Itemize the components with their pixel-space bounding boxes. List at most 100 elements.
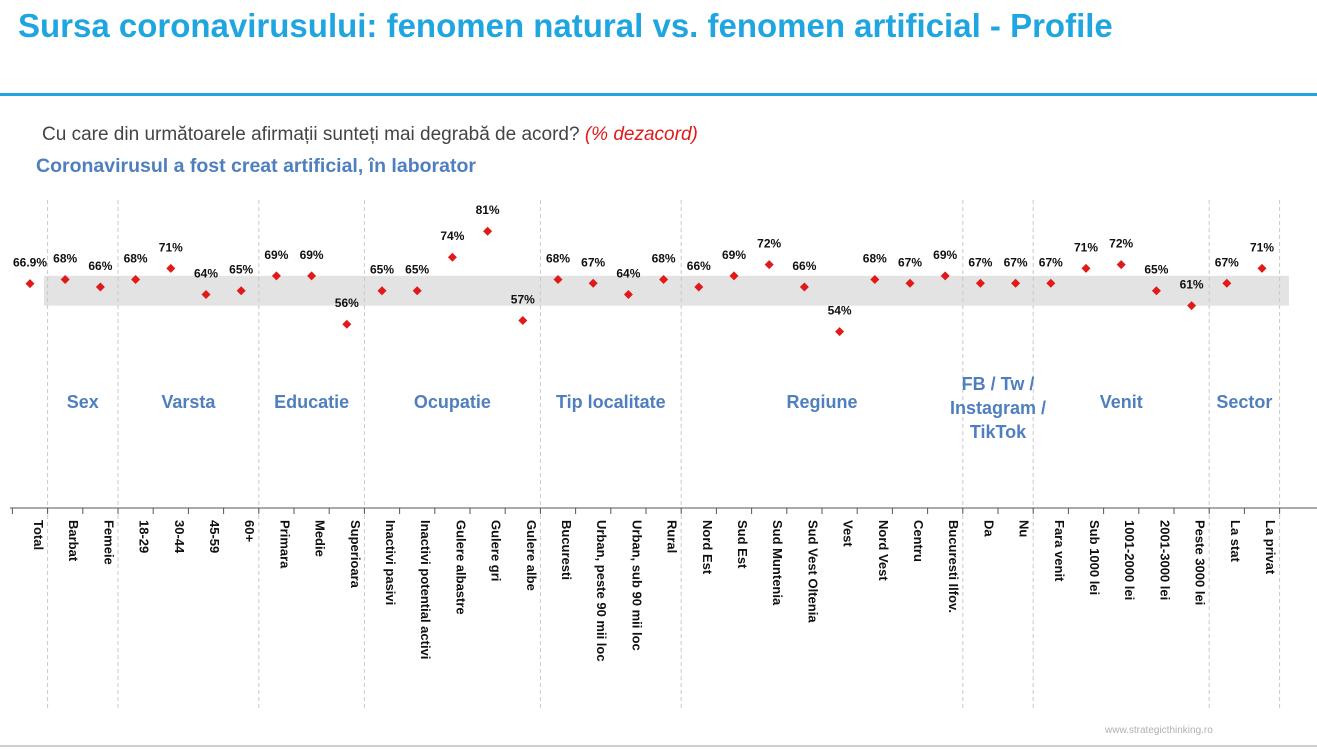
footer-rule [0, 745, 1317, 747]
category-label: Primara [277, 520, 292, 569]
data-point [623, 289, 633, 299]
data-label: 65% [405, 263, 429, 277]
category-label: Inactivi pasivi [383, 520, 398, 605]
category-label: Nord Vest [876, 520, 891, 581]
category-label: Gulere albastre [453, 520, 468, 615]
category-label: Urban, peste 90 mii loc [594, 520, 609, 662]
category-label: Fara venit [1052, 520, 1067, 582]
data-label: 64% [194, 266, 218, 280]
data-label: 66% [88, 259, 112, 273]
category-label: Sud Muntenia [770, 520, 785, 606]
question-text: Cu care din următoarele afirmații sunteț… [42, 124, 698, 146]
category-label: Total [31, 520, 46, 550]
data-point [905, 278, 915, 288]
data-point [447, 252, 457, 262]
data-label: 66.9% [13, 256, 47, 270]
data-label: 56% [335, 296, 359, 310]
title-underline [0, 93, 1317, 96]
category-label: Sud Est [735, 520, 750, 569]
data-label: 65% [229, 263, 253, 277]
group-label: Sex [67, 392, 99, 412]
data-label: 68% [53, 252, 77, 266]
data-label: 71% [1074, 240, 1098, 254]
category-label: Rural [665, 520, 680, 553]
data-point [201, 289, 211, 299]
category-label: Bucuresti [559, 520, 574, 580]
profile-chart: Sex Varsta Educatie Ocupatie Tip localitate R… [10, 200, 1317, 710]
data-label: 68% [124, 252, 148, 266]
category-label: Urban, sub 90 mii loc [629, 520, 644, 651]
question-label: Cu care din următoarele afirmații sunteț… [42, 124, 580, 145]
category-label: La stat [1228, 520, 1243, 563]
data-label: 65% [1144, 263, 1168, 277]
data-point [835, 327, 845, 337]
data-point [764, 260, 774, 270]
category-label: Sud Vest Oltenia [805, 520, 820, 623]
category-label: 60+ [242, 520, 257, 542]
data-label: 64% [616, 266, 640, 280]
category-label: Gulere gri [489, 520, 504, 581]
group-label: Regiune [786, 392, 857, 412]
data-point [307, 271, 317, 281]
data-label: 68% [546, 252, 570, 266]
data-point [870, 275, 880, 285]
data-label: 61% [1180, 278, 1204, 292]
data-point [729, 271, 739, 281]
data-label: 72% [757, 237, 781, 251]
data-label: 67% [968, 255, 992, 269]
page-title: Sursa coronavirusului: fenomen natural v… [18, 7, 1113, 44]
group-label: Educatie [274, 392, 349, 412]
category-label: Bucuresti Ilfov. [946, 520, 961, 613]
data-point [342, 319, 352, 329]
data-label: 81% [476, 203, 500, 217]
category-label: Centru [911, 520, 926, 562]
data-point [940, 271, 950, 281]
data-label: 66% [792, 259, 816, 273]
data-label: 69% [933, 248, 957, 262]
data-label: 72% [1109, 237, 1133, 251]
data-label: 69% [722, 248, 746, 262]
category-label: 2001-3000 lei [1157, 520, 1172, 600]
data-label: 71% [1250, 240, 1274, 254]
category-label: Femeie [101, 520, 116, 565]
data-label: 67% [1039, 255, 1063, 269]
group-label: FB / Tw / Instagram / TikTok [950, 374, 1046, 442]
category-label: Superioara [348, 520, 363, 589]
group-label: Tip localitate [556, 392, 666, 412]
data-label: 67% [898, 255, 922, 269]
category-label: Barbat [66, 520, 81, 562]
data-point [60, 275, 70, 285]
group-label: Sector [1216, 392, 1272, 412]
data-point [975, 278, 985, 288]
data-point [518, 315, 528, 325]
data-point [483, 226, 493, 236]
category-label: Gulere albe [524, 520, 539, 591]
data-point [1116, 260, 1126, 270]
data-label: 74% [440, 229, 464, 243]
category-label: Nu [1017, 520, 1032, 537]
data-label: 67% [1004, 255, 1028, 269]
group-label: Varsta [161, 392, 216, 412]
data-label: 57% [511, 292, 535, 306]
data-label: 71% [159, 240, 183, 254]
data-point [1011, 278, 1021, 288]
data-label: 68% [863, 252, 887, 266]
data-point [1151, 286, 1161, 296]
category-label: Peste 3000 lei [1193, 520, 1208, 605]
group-label: Venit [1100, 392, 1143, 412]
category-label: Da [981, 520, 996, 537]
question-note: (% dezacord) [584, 124, 698, 145]
data-point [25, 279, 35, 289]
data-point [1257, 263, 1267, 273]
data-point [1222, 278, 1232, 288]
data-point [95, 282, 105, 292]
category-label: La privat [1263, 520, 1278, 575]
data-label: 54% [828, 304, 852, 318]
data-label: 65% [370, 263, 394, 277]
data-point [1081, 263, 1091, 273]
source-text: www.strategicthinking.ro [1105, 725, 1213, 736]
data-point [799, 282, 809, 292]
data-point [166, 263, 176, 273]
data-point [659, 275, 669, 285]
data-label: 69% [264, 248, 288, 262]
